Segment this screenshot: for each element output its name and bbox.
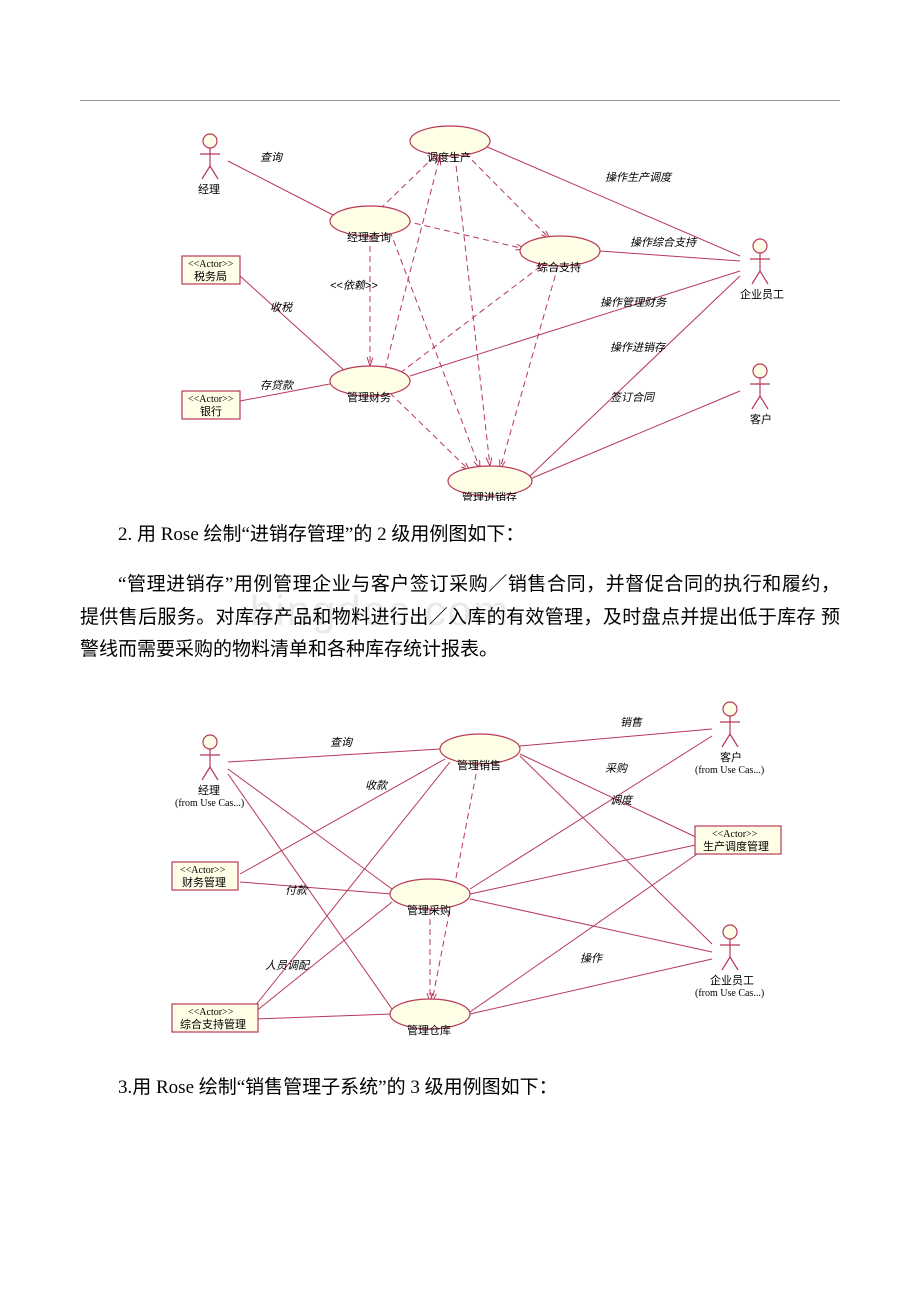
svg-text:(from Use Cas...): (from Use Cas...): [175, 798, 244, 809]
diagram-1: 查询 收税 存贷款 操作生产调度 操作综合支持 操作管理财务 操作进销存 签订合…: [140, 101, 820, 501]
paragraph-1: “管理进销存”用例管理企业与客户签订采购／销售合同，并督促合同的执行和履约， 提…: [80, 569, 840, 666]
actor-employee-2: 企业员工 (from Use Cas...): [695, 925, 764, 999]
edge-label: 查询: [330, 736, 354, 749]
svg-text:综合支持管理: 综合支持管理: [180, 1017, 246, 1031]
svg-text:<<Actor>>: <<Actor>>: [188, 259, 234, 270]
svg-text:企业员工: 企业员工: [740, 287, 784, 301]
actor-bank: <<Actor>> 银行: [182, 391, 240, 419]
edge-label: 收税: [270, 301, 293, 314]
svg-text:企业员工: 企业员工: [710, 973, 754, 987]
actor-customer: 客户: [750, 364, 772, 426]
edge-label: 人员调配: [265, 959, 311, 972]
usecase-label: 管理财务: [347, 390, 391, 404]
svg-text:<<Actor>>: <<Actor>>: [188, 1007, 234, 1018]
actor-support: <<Actor>> 综合支持管理: [172, 1004, 258, 1032]
usecase-label: 管理进销存: [462, 490, 517, 501]
actor-manager: 经理: [198, 134, 220, 196]
usecase-label: 管理仓库: [407, 1023, 451, 1037]
svg-text:<<Actor>>: <<Actor>>: [188, 394, 234, 405]
edge-label: <<依赖>>: [330, 279, 378, 292]
edge-label: 操作: [580, 952, 604, 965]
usecase-label: 综合支持: [537, 260, 581, 274]
diagram-2-svg: 查询 收款 付款 人员调配 销售 采购 调度 操作: [130, 684, 810, 1054]
svg-text:客户: 客户: [750, 412, 772, 426]
svg-text:经理: 经理: [198, 183, 220, 196]
diagram-2: 查询 收款 付款 人员调配 销售 采购 调度 操作: [130, 684, 810, 1054]
edge-label: 操作管理财务: [600, 296, 667, 309]
usecase-label: 调度生产: [427, 150, 471, 164]
actor-tax: <<Actor>> 税务局: [182, 256, 240, 284]
svg-text:<<Actor>>: <<Actor>>: [180, 865, 226, 876]
svg-text:经理: 经理: [198, 784, 220, 797]
svg-text:<<Actor>>: <<Actor>>: [712, 829, 758, 840]
svg-text:财务管理: 财务管理: [182, 875, 226, 889]
diagram-1-svg: 查询 收税 存贷款 操作生产调度 操作综合支持 操作管理财务 操作进销存 签订合…: [140, 101, 820, 501]
edge-label: 调度: [610, 794, 634, 807]
actor-manager-2: 经理 (from Use Cas...): [175, 735, 244, 809]
edge-label: 付款: [285, 884, 309, 897]
usecase-label: 经理查询: [347, 230, 391, 244]
edge-label: 查询: [260, 151, 284, 164]
caption-1: 2. 用 Rose 绘制“进销存管理”的 2 级用例图如下：: [80, 519, 840, 551]
actor-customer-2: 客户 (from Use Cas...): [695, 702, 764, 776]
usecase-label: 管理采购: [407, 903, 451, 917]
svg-text:客户: 客户: [720, 750, 742, 764]
edge-label: 操作综合支持: [630, 236, 697, 249]
svg-text:(from Use Cas...): (from Use Cas...): [695, 988, 764, 999]
svg-text:银行: 银行: [200, 404, 222, 418]
usecase-label: 管理销售: [457, 758, 501, 772]
edge-label: 收款: [365, 779, 389, 792]
edge-label: 操作生产调度: [605, 171, 673, 184]
edge-label: 采购: [605, 762, 629, 775]
edge-label: 存贷款: [260, 379, 295, 392]
svg-text:(from Use Cas...): (from Use Cas...): [695, 765, 764, 776]
actor-finance: <<Actor>> 财务管理: [172, 862, 238, 890]
actor-production: <<Actor>> 生产调度管理: [695, 826, 781, 854]
svg-text:税务局: 税务局: [194, 269, 227, 283]
edge-label: 操作进销存: [610, 341, 667, 354]
actor-employee: 企业员工: [740, 239, 784, 301]
caption-2: 3.用 Rose 绘制“销售管理子系统”的 3 级用例图如下：: [80, 1072, 840, 1104]
edge-label: 签订合同: [610, 391, 656, 404]
edge-label: 销售: [620, 716, 643, 729]
svg-text:生产调度管理: 生产调度管理: [703, 839, 769, 853]
